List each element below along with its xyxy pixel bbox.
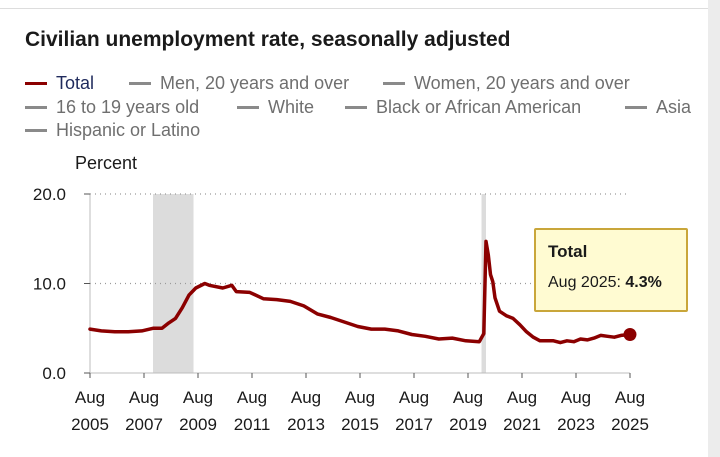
last-point-marker bbox=[623, 328, 637, 342]
tooltip-value: 4.3% bbox=[625, 274, 662, 291]
x-tick-month: Aug bbox=[75, 388, 105, 407]
legend-label: White bbox=[268, 97, 315, 117]
legend-label: 16 to 19 years old bbox=[56, 97, 200, 117]
x-tick-month: Aug bbox=[561, 388, 591, 407]
y-axis-title: Percent bbox=[75, 153, 138, 173]
legend-item-black[interactable]: Black or African American bbox=[345, 97, 581, 118]
legend-swatch bbox=[25, 129, 47, 132]
legend-swatch bbox=[25, 106, 47, 109]
legend-item-men[interactable]: Men, 20 years and over bbox=[129, 73, 349, 94]
legend-swatch bbox=[625, 106, 647, 109]
legend-label: Women, 20 years and over bbox=[414, 73, 630, 93]
y-tick-label: 0.0 bbox=[42, 364, 66, 383]
legend: Total Men, 20 years and over Women, 20 y… bbox=[25, 73, 693, 145]
legend-label: Hispanic or Latino bbox=[56, 120, 201, 140]
tooltip-line: Aug 2025: 4.3% bbox=[548, 274, 686, 292]
x-tick-month: Aug bbox=[237, 388, 267, 407]
legend-item-hispanic[interactable]: Hispanic or Latino bbox=[25, 120, 200, 141]
legend-item-asian[interactable]: Asia bbox=[625, 97, 691, 118]
x-tick-year: 2017 bbox=[395, 415, 433, 434]
tooltip-date: Aug 2025: bbox=[548, 274, 621, 291]
legend-item-teens[interactable]: 16 to 19 years old bbox=[25, 97, 199, 118]
x-tick-year: 2011 bbox=[234, 415, 271, 434]
tooltip-title: Total bbox=[548, 242, 588, 261]
x-tick-year: 2023 bbox=[557, 415, 595, 434]
legend-label: Black or African American bbox=[376, 97, 582, 117]
x-tick-year: 2019 bbox=[449, 415, 487, 434]
legend-item-women[interactable]: Women, 20 years and over bbox=[383, 73, 630, 94]
legend-swatch bbox=[237, 106, 259, 109]
tooltip: Total Aug 2025: 4.3% bbox=[534, 228, 688, 312]
legend-item-total[interactable]: Total bbox=[25, 73, 94, 94]
legend-swatch bbox=[25, 82, 47, 85]
x-tick-month: Aug bbox=[291, 388, 321, 407]
legend-swatch bbox=[345, 106, 367, 109]
legend-label: Asia bbox=[656, 97, 692, 117]
x-tick-year: 2013 bbox=[287, 415, 325, 434]
x-tick-year: 2015 bbox=[341, 415, 379, 434]
x-tick-month: Aug bbox=[183, 388, 213, 407]
divider bbox=[0, 8, 708, 9]
chart-title: Civilian unemployment rate, seasonally a… bbox=[25, 28, 511, 51]
y-tick-label: 20.0 bbox=[33, 185, 66, 204]
x-tick-month: Aug bbox=[399, 388, 429, 407]
x-tick-month: Aug bbox=[453, 388, 483, 407]
recession-band bbox=[153, 194, 194, 373]
series-line-total bbox=[88, 239, 632, 345]
legend-swatch bbox=[383, 82, 405, 85]
x-tick-year: 2005 bbox=[71, 415, 109, 434]
legend-label: Men, 20 years and over bbox=[160, 73, 350, 93]
legend-item-white[interactable]: White bbox=[237, 97, 314, 118]
x-tick-year: 2007 bbox=[125, 415, 163, 434]
x-tick-month: Aug bbox=[129, 388, 159, 407]
x-tick-month: Aug bbox=[345, 388, 375, 407]
x-tick-year: 2021 bbox=[503, 415, 541, 434]
x-tick-year: 2025 bbox=[611, 415, 649, 434]
page-edge bbox=[708, 0, 720, 457]
x-tick-month: Aug bbox=[507, 388, 537, 407]
legend-label: Total bbox=[56, 73, 95, 93]
y-tick-label: 10.0 bbox=[33, 275, 66, 294]
legend-swatch bbox=[129, 82, 151, 85]
x-tick-year: 2009 bbox=[179, 415, 217, 434]
x-tick-month: Aug bbox=[615, 388, 645, 407]
